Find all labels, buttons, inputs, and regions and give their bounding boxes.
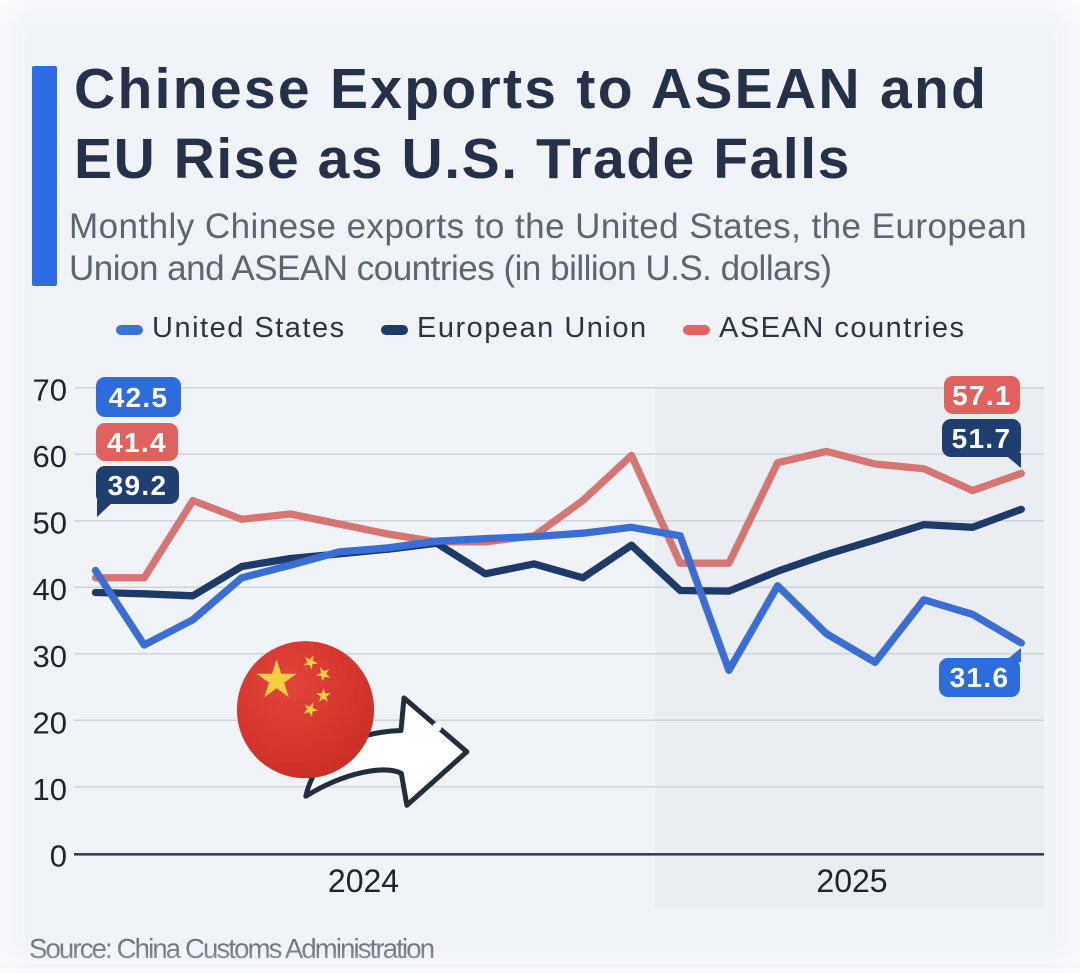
svg-text:60: 60: [33, 439, 67, 474]
svg-text:70: 70: [33, 373, 67, 408]
svg-text:20: 20: [33, 705, 67, 740]
svg-text:40: 40: [33, 572, 67, 607]
svg-text:2025: 2025: [816, 863, 887, 899]
svg-text:42.5: 42.5: [109, 382, 169, 413]
svg-text:57.1: 57.1: [952, 380, 1012, 411]
svg-text:0: 0: [50, 838, 67, 873]
svg-text:30: 30: [33, 639, 67, 674]
svg-text:2024: 2024: [328, 863, 399, 899]
svg-text:41.4: 41.4: [107, 427, 167, 458]
svg-text:10: 10: [33, 772, 67, 807]
svg-text:31.6: 31.6: [950, 662, 1010, 693]
svg-text:51.7: 51.7: [952, 423, 1012, 454]
svg-text:50: 50: [33, 506, 67, 541]
svg-text:39.2: 39.2: [108, 470, 168, 501]
